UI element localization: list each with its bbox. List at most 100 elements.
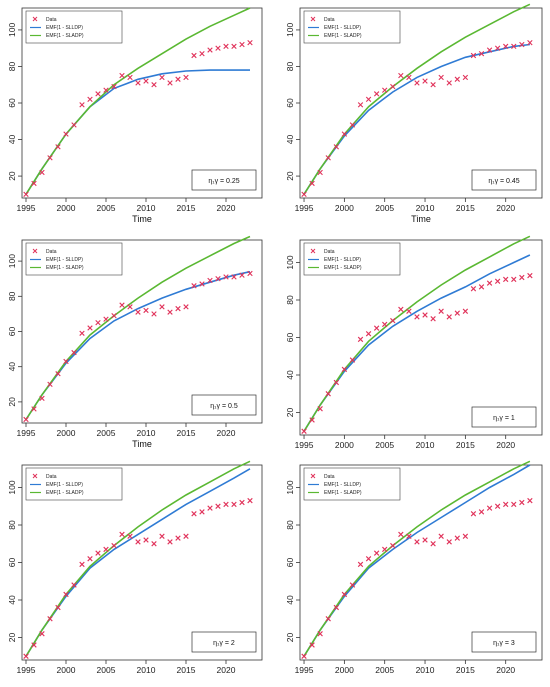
y-tick-label: 80 — [285, 520, 295, 530]
data-point — [333, 379, 339, 386]
y-tick-label: 60 — [285, 558, 295, 568]
data-point — [373, 325, 380, 331]
legend-data-marker — [32, 16, 38, 22]
data-point — [143, 78, 149, 84]
x-tick-label: 2000 — [335, 440, 354, 450]
data-point — [223, 501, 229, 508]
y-tick-label: 20 — [285, 171, 295, 181]
data-point — [341, 131, 348, 137]
legend-box — [303, 242, 401, 276]
legend-label-emf-1-slldp: EMF(1 - SLLDP) — [46, 25, 83, 31]
data-point — [357, 102, 364, 108]
annotation-text: η₁γ = 1 — [493, 415, 515, 422]
data-point — [373, 91, 380, 97]
legend-data-marker — [32, 473, 38, 479]
data-point — [71, 349, 77, 356]
data-point — [103, 546, 109, 553]
data-point — [247, 40, 253, 46]
y-tick-label: 100 — [7, 23, 17, 37]
x-axis-label: Time — [132, 439, 152, 449]
legend-label-data: Data — [324, 249, 335, 255]
x-tick-label: 2020 — [496, 665, 515, 675]
data-point — [382, 546, 388, 553]
chart-svg: 1995 2000 2005 2010 2015 202020406080100DataE… — [285, 460, 543, 675]
data-point — [478, 284, 485, 290]
data-point — [511, 501, 517, 508]
data-point — [486, 505, 493, 511]
annotation: η₁γ = 3 — [471, 631, 537, 653]
chart-svg: 1995 2000 2005 2010 2015 202020406080100DataE… — [7, 460, 263, 675]
data-point — [462, 533, 469, 539]
data-point — [23, 653, 29, 659]
annotation-text: η₁γ = 0.5 — [210, 403, 238, 410]
data-point — [365, 331, 372, 337]
legend-label-data: Data — [46, 474, 57, 480]
data-point — [79, 561, 85, 568]
data-point — [357, 561, 364, 568]
data-point — [398, 72, 404, 79]
x-tick-label: 1995 — [17, 203, 36, 213]
data-point — [373, 550, 380, 556]
y-tick-label: 60 — [7, 327, 17, 337]
y-tick-label: 60 — [7, 98, 17, 108]
data-point — [390, 317, 396, 324]
data-point — [511, 43, 517, 50]
x-tick-label: 2020 — [217, 665, 236, 675]
data-point — [333, 604, 339, 611]
data-point — [175, 305, 181, 312]
legend-box — [303, 467, 401, 501]
data-point — [159, 74, 165, 81]
data-point — [199, 50, 205, 57]
data-point — [470, 286, 477, 292]
y-tick-label: 100 — [7, 254, 17, 268]
y-tick-label: 100 — [7, 480, 17, 494]
data-point — [183, 304, 189, 310]
x-tick-label: 2015 — [456, 440, 475, 450]
legend-box — [25, 242, 123, 276]
legend-label-emf-1-slldp: EMF(1 - SLLDP) — [46, 482, 83, 488]
legend: Data EMF(1 - SLLDP) EMF(1 - SLADP) — [25, 467, 123, 501]
chart-panel-eta-3: 1995 2000 2005 2010 2015 2020 20 40 60 80 100 Data E… — [278, 457, 550, 682]
data-point — [446, 539, 452, 545]
chart-svg: 1995 2000 2005 2010 2015 202020406080100TimeD… — [7, 235, 263, 449]
data-point — [494, 278, 501, 284]
chart-svg: 1995 2000 2005 2010 2015 202020406080100DataE… — [285, 235, 543, 450]
y-tick-label: 40 — [285, 595, 295, 605]
annotation: η₁γ = 1 — [471, 406, 537, 428]
legend: Data EMF(1 - SLLDP) EMF(1 - SLADP) — [303, 10, 401, 44]
x-tick-label: 2010 — [137, 428, 156, 438]
x-tick-label: 2015 — [456, 665, 475, 675]
data-point — [486, 47, 493, 53]
data-point — [325, 155, 331, 161]
y-tick-label: 80 — [7, 61, 17, 71]
x-tick-label: 2000 — [335, 665, 354, 675]
data-point — [470, 52, 477, 59]
x-tick-label: 2010 — [416, 203, 435, 213]
data-point — [247, 270, 253, 277]
data-point — [503, 276, 509, 283]
legend-box — [25, 467, 123, 501]
data-point — [111, 542, 117, 549]
data-point — [239, 41, 245, 48]
y-tick-label: 20 — [7, 171, 17, 181]
data-point — [430, 541, 436, 547]
annotation: η₁γ = 2 — [191, 631, 257, 653]
x-tick-label: 2010 — [137, 665, 156, 675]
x-tick-label: 1995 — [295, 665, 314, 675]
legend-label-emf-1-slldp: EMF(1 - SLLDP) — [324, 25, 361, 31]
data-point — [349, 357, 356, 363]
chart-panel-eta-0-45: 1995 2000 2005 2010 2015 2020 20 40 60 80 100 Time D… — [278, 0, 550, 232]
data-point — [231, 43, 237, 50]
series-line-emf-1-sladp — [25, 235, 251, 420]
y-tick-label: 60 — [285, 98, 295, 108]
x-tick-label: 2005 — [97, 428, 116, 438]
data-point — [159, 533, 165, 539]
x-tick-label: 2005 — [375, 665, 394, 675]
data-point — [119, 72, 125, 79]
data-point — [167, 80, 173, 86]
data-point — [494, 45, 501, 51]
data-point — [325, 391, 331, 397]
series-line-emf-1-sladp — [25, 7, 251, 195]
legend: Data EMF(1 - SLLDP) EMF(1 - SLADP) — [303, 242, 401, 276]
data-point — [519, 274, 525, 281]
